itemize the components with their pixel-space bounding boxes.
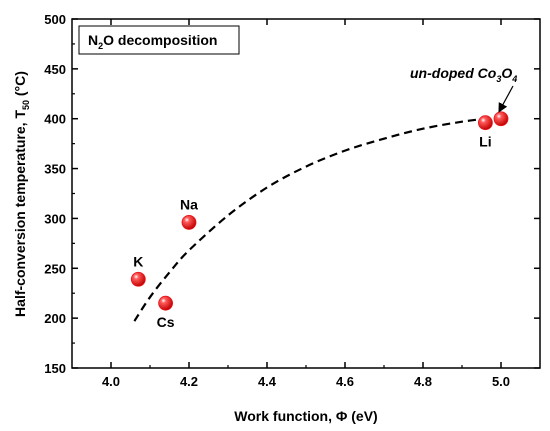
y-tick-label: 200 <box>44 311 66 326</box>
data-point-cs <box>158 295 174 311</box>
x-axis-title: Work function, Φ (eV) <box>234 408 377 424</box>
y-tick-label: 350 <box>44 162 66 177</box>
point-label-cs: Cs <box>157 314 175 330</box>
y-axis: 150 200 250 300 350 400 450 500 <box>44 12 540 376</box>
y-tick-label: 250 <box>44 261 66 276</box>
x-tick-label: 4.2 <box>180 374 198 389</box>
data-point-undoped <box>493 111 509 127</box>
y-tick-label: 450 <box>44 62 66 77</box>
y-tick-label: 300 <box>44 211 66 226</box>
x-tick-label: 4.8 <box>414 374 432 389</box>
data-point-k <box>130 271 146 287</box>
data-point-na <box>181 215 197 230</box>
x-tick-label: 5.0 <box>492 374 510 389</box>
point-label-k: K <box>133 253 143 269</box>
x-tick-label: 4.6 <box>336 374 354 389</box>
fit-curve <box>133 116 494 322</box>
annotation-undoped: un-doped Co3O4 <box>410 65 517 84</box>
point-label-li: Li <box>479 134 491 150</box>
legend-text: N2O decomposition <box>88 32 217 51</box>
legend-box <box>78 25 240 55</box>
x-tick-label: 4.0 <box>102 374 120 389</box>
x-axis: 4.0 4.2 4.4 4.6 4.8 5.0 <box>102 19 510 389</box>
point-label-na: Na <box>180 196 198 212</box>
y-tick-label: 150 <box>44 361 66 376</box>
data-point-li <box>477 115 493 131</box>
y-tick-label: 400 <box>44 112 66 127</box>
x-tick-label: 4.4 <box>258 374 277 389</box>
data-points: K Na Cs Li <box>130 111 509 330</box>
y-axis-title: Half-conversion temperature, T50 (°C) <box>12 71 31 317</box>
y-tick-label: 500 <box>44 12 66 27</box>
annotation-arrow <box>498 85 514 113</box>
